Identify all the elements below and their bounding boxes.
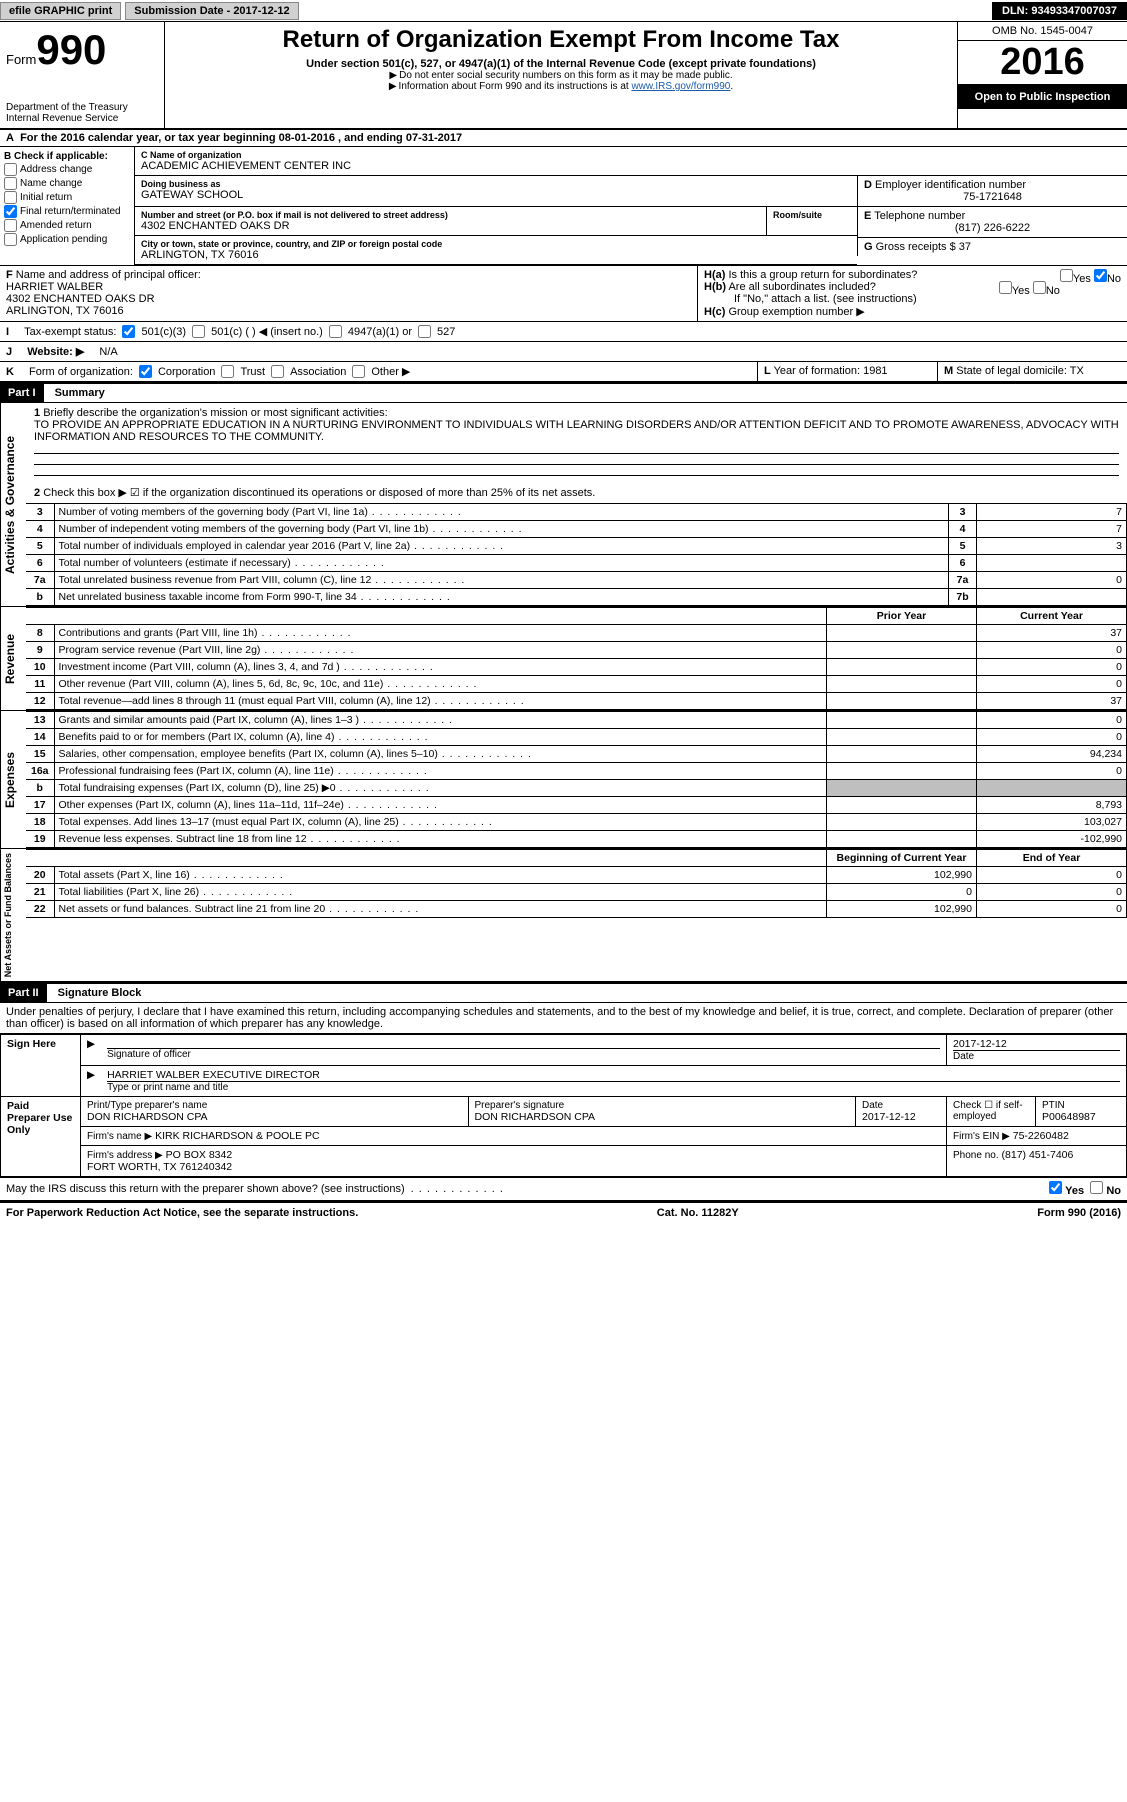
state-domicile: TX <box>1070 365 1084 377</box>
trust-checkbox[interactable] <box>221 365 234 378</box>
dept-treasury: Department of the Treasury <box>6 102 158 113</box>
section-b: B Check if applicable: Address changeNam… <box>0 147 135 265</box>
gross-receipts: 37 <box>959 241 971 253</box>
tab-activities-governance: Activities & Governance <box>0 403 26 606</box>
part1-header: Part I <box>0 384 44 402</box>
sign-date: 2017-12-12 <box>953 1038 1120 1050</box>
omb-number: OMB No. 1545-0047 <box>958 22 1127 41</box>
b-check-3[interactable] <box>4 205 17 218</box>
perjury-declaration: Under penalties of perjury, I declare th… <box>0 1003 1127 1034</box>
prep-date: 2017-12-12 <box>862 1111 940 1123</box>
governance-table: 3Number of voting members of the governi… <box>26 503 1127 606</box>
corp-checkbox[interactable] <box>139 365 152 378</box>
527-checkbox[interactable] <box>418 325 431 338</box>
mission-text: TO PROVIDE AN APPROPRIATE EDUCATION IN A… <box>34 419 1119 443</box>
preparer-sig: DON RICHARDSON CPA <box>475 1111 850 1123</box>
tab-revenue: Revenue <box>0 607 26 710</box>
section-c: C Name of organization ACADEMIC ACHIEVEM… <box>135 147 1127 265</box>
b-check-2[interactable] <box>4 191 17 204</box>
dln-label: DLN: 93493347007037 <box>992 2 1127 20</box>
page-footer: For Paperwork Reduction Act Notice, see … <box>0 1201 1127 1223</box>
form-number: 990 <box>36 26 106 73</box>
officer-addr1: 4302 ENCHANTED OAKS DR <box>6 293 155 305</box>
form-header: Form990 Department of the Treasury Inter… <box>0 22 1127 130</box>
info-note: Information about Form 990 and its instr… <box>399 81 632 92</box>
ha-no-checkbox[interactable] <box>1094 269 1107 282</box>
officer-printed: HARRIET WALBER EXECUTIVE DIRECTOR <box>107 1069 1120 1081</box>
section-a-period: A For the 2016 calendar year, or tax yea… <box>0 130 1127 147</box>
part2-header: Part II <box>0 984 47 1002</box>
officer-name: HARRIET WALBER <box>6 281 103 293</box>
efile-print-button[interactable]: efile GRAPHIC print <box>0 2 121 20</box>
submission-date-button[interactable]: Submission Date - 2017-12-12 <box>125 2 298 20</box>
street-address: 4302 ENCHANTED OAKS DR <box>141 220 760 232</box>
irs-link[interactable]: www.IRS.gov/form990 <box>631 81 730 92</box>
expenses-table: 13Grants and similar amounts paid (Part … <box>26 711 1127 848</box>
officer-addr2: ARLINGTON, TX 76016 <box>6 305 124 317</box>
b-check-4[interactable] <box>4 219 17 232</box>
website: N/A <box>99 346 117 358</box>
other-checkbox[interactable] <box>352 365 365 378</box>
tab-expenses: Expenses <box>0 711 26 848</box>
hb-yes-checkbox[interactable] <box>999 281 1012 294</box>
preparer-name: DON RICHARDSON CPA <box>87 1111 462 1123</box>
part1-title: Summary <box>47 384 113 402</box>
org-name: ACADEMIC ACHIEVEMENT CENTER INC <box>141 160 1121 172</box>
ha-yes-checkbox[interactable] <box>1060 269 1073 282</box>
501c-checkbox[interactable] <box>192 325 205 338</box>
form-label: Form <box>6 52 36 67</box>
year-formation: 1981 <box>863 365 887 377</box>
hb-no-checkbox[interactable] <box>1033 281 1046 294</box>
ssn-note: Do not enter social security numbers on … <box>399 70 732 81</box>
4947-checkbox[interactable] <box>329 325 342 338</box>
tax-year: 2016 <box>958 41 1127 85</box>
part2-title: Signature Block <box>50 984 150 1002</box>
dba-name: GATEWAY SCHOOL <box>141 189 851 201</box>
firm-phone: (817) 451-7406 <box>1002 1149 1074 1161</box>
tab-net-assets: Net Assets or Fund Balances <box>0 849 26 981</box>
firm-name: KIRK RICHARDSON & POOLE PC <box>155 1130 320 1142</box>
net-assets-table: Beginning of Current Year End of Year 20… <box>26 849 1127 918</box>
ein: 75-1721648 <box>864 191 1121 203</box>
telephone: (817) 226-6222 <box>864 222 1121 234</box>
b-check-5[interactable] <box>4 233 17 246</box>
form-subtitle: Under section 501(c), 527, or 4947(a)(1)… <box>173 58 949 70</box>
revenue-table: Prior Year Current Year 8Contributions a… <box>26 607 1127 710</box>
discuss-yes-checkbox[interactable] <box>1049 1181 1062 1194</box>
ptin: P00648987 <box>1042 1111 1120 1123</box>
b-check-1[interactable] <box>4 177 17 190</box>
501c3-checkbox[interactable] <box>122 325 135 338</box>
irs-label: Internal Revenue Service <box>6 113 158 124</box>
open-inspection: Open to Public Inspection <box>958 85 1127 109</box>
signature-table: Sign Here ▶ Signature of officer 2017-12… <box>0 1034 1127 1177</box>
form-title: Return of Organization Exempt From Incom… <box>173 26 949 54</box>
firm-ein: 75-2260482 <box>1013 1130 1069 1142</box>
city-state-zip: ARLINGTON, TX 76016 <box>141 249 851 261</box>
topbar: efile GRAPHIC print Submission Date - 20… <box>0 0 1127 22</box>
b-check-0[interactable] <box>4 163 17 176</box>
discuss-no-checkbox[interactable] <box>1090 1181 1103 1194</box>
assoc-checkbox[interactable] <box>271 365 284 378</box>
